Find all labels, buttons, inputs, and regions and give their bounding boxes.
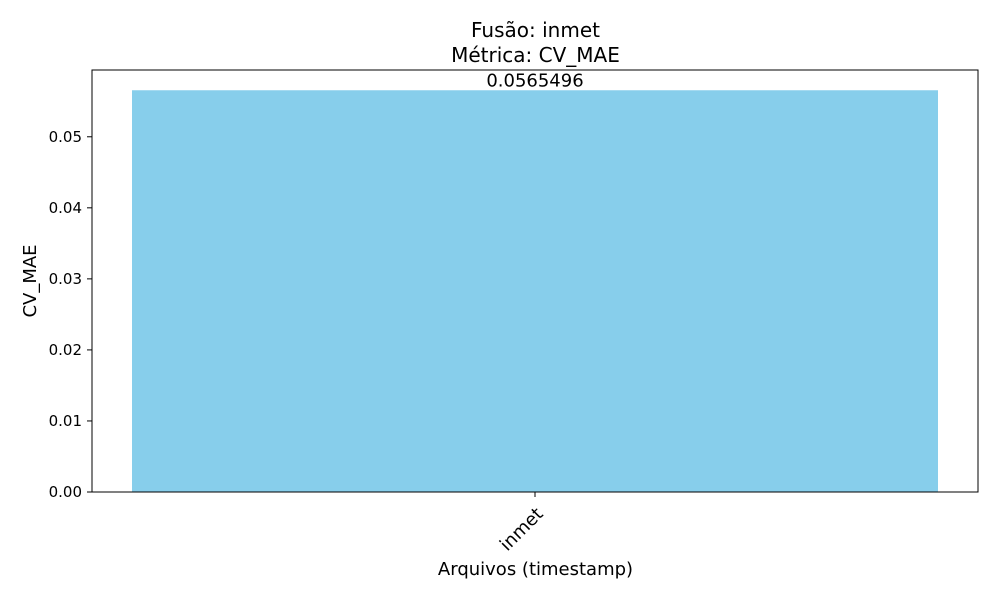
y-tick-label: 0.04 xyxy=(49,199,82,217)
plot-frame xyxy=(91,69,979,493)
y-tick-label: 0.03 xyxy=(49,270,82,288)
bar xyxy=(132,90,938,493)
y-tick-label: 0.02 xyxy=(49,341,82,359)
chart-title-line2: Métrica: CV_MAE xyxy=(451,43,620,67)
plot-area: 0.0565496 inmet 0.00 0.01 0.02 0.03 0.04 0.05 xyxy=(49,70,938,555)
chart-title-line1: Fusão: inmet xyxy=(471,18,600,42)
bar-value-label: 0.0565496 xyxy=(486,70,583,91)
y-tick-label: 0.05 xyxy=(49,128,82,146)
x-tick-label: inmet xyxy=(496,504,548,556)
x-axis-label: Arquivos (timestamp) xyxy=(438,559,633,580)
y-axis-label: CV_MAE xyxy=(20,244,41,317)
y-tick-label: 0.01 xyxy=(49,412,82,430)
y-tick-label: 0.00 xyxy=(49,483,82,501)
